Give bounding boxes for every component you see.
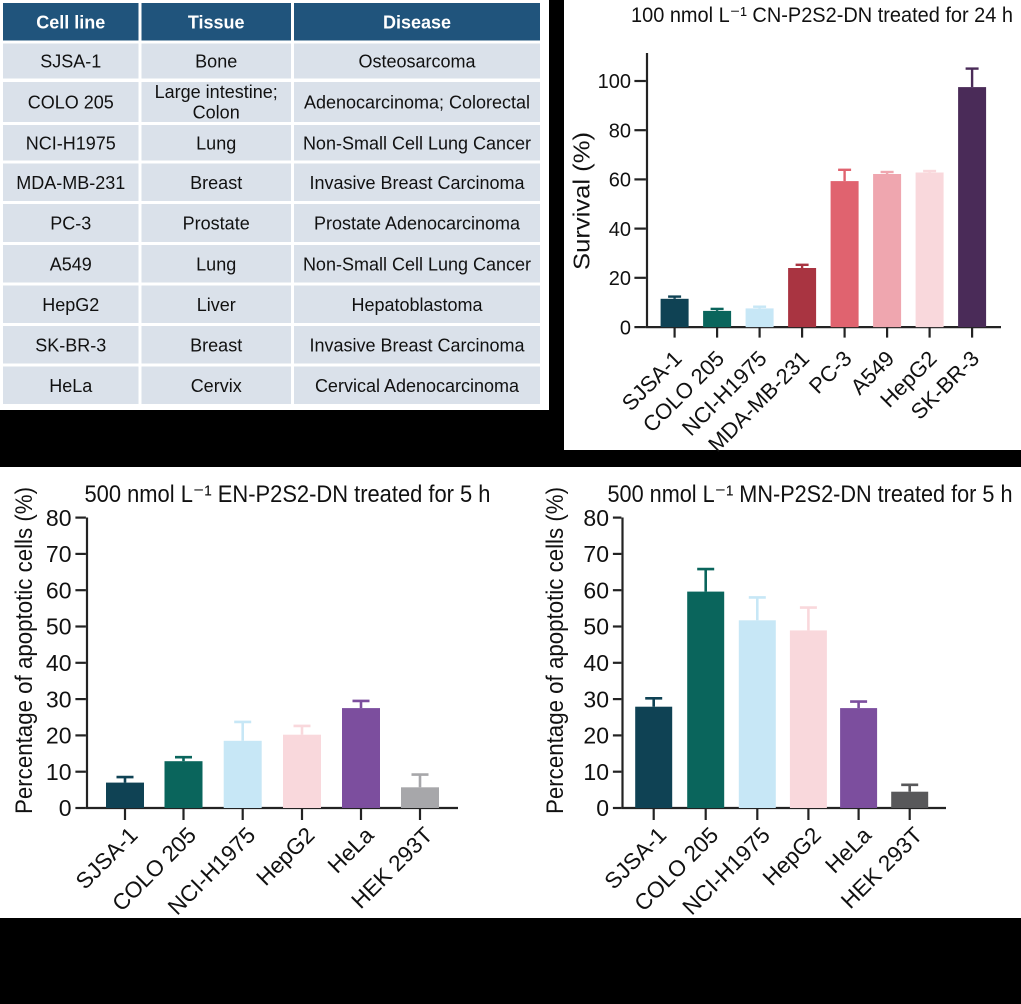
svg-text:Liver: Liver (197, 295, 236, 315)
svg-text:40: 40 (46, 650, 72, 676)
svg-text:Lung: Lung (196, 254, 236, 274)
svg-text:Breast: Breast (190, 335, 242, 355)
svg-text:0: 0 (620, 317, 631, 339)
svg-text:20: 20 (609, 268, 631, 290)
svg-text:Adenocarcinoma; Colorectal: Adenocarcinoma; Colorectal (304, 93, 530, 113)
svg-text:80: 80 (583, 505, 609, 531)
svg-text:Cervix: Cervix (191, 376, 242, 396)
svg-text:Non-Small Cell Lung Cancer: Non-Small Cell Lung Cancer (303, 133, 531, 153)
svg-text:50: 50 (46, 614, 72, 640)
svg-text:40: 40 (609, 219, 631, 241)
svg-text:Tissue: Tissue (188, 12, 245, 32)
svg-text:Cell line: Cell line (36, 12, 105, 32)
svg-text:Non-Small Cell Lung Cancer: Non-Small Cell Lung Cancer (303, 254, 531, 274)
svg-text:100 nmol L⁻¹ CN-P2S2-DN treate: 100 nmol L⁻¹ CN-P2S2-DN treated for 24 h (631, 3, 1013, 27)
svg-text:10: 10 (46, 759, 72, 785)
svg-text:HepG2: HepG2 (42, 295, 99, 315)
svg-text:MDA-MB-231: MDA-MB-231 (16, 173, 125, 193)
svg-text:HeLa: HeLa (49, 376, 93, 396)
svg-text:500 nmol L⁻¹ EN-P2S2-DN treate: 500 nmol L⁻¹ EN-P2S2-DN treated for 5 h (85, 481, 491, 508)
svg-text:70: 70 (46, 541, 72, 567)
svg-text:Osteosarcoma: Osteosarcoma (358, 52, 476, 72)
svg-text:60: 60 (609, 170, 631, 192)
svg-text:Disease: Disease (383, 12, 451, 32)
svg-text:500 nmol L⁻¹ MN-P2S2-DN treate: 500 nmol L⁻¹ MN-P2S2-DN treated for 5 h (608, 481, 1013, 508)
svg-text:Percentage of apoptotic cells: Percentage of apoptotic cells (%) (11, 487, 38, 814)
svg-text:SJSA-1: SJSA-1 (40, 52, 101, 72)
svg-text:PC-3: PC-3 (50, 214, 91, 234)
svg-text:Percentage of apoptotic cells: Percentage of apoptotic cells (%) (542, 487, 569, 814)
svg-text:Lung: Lung (196, 133, 236, 153)
svg-text:0: 0 (59, 795, 72, 821)
svg-text:0: 0 (596, 795, 609, 821)
svg-text:Prostate: Prostate (183, 214, 250, 234)
svg-text:Invasive Breast Carcinoma: Invasive Breast Carcinoma (309, 173, 525, 193)
svg-text:A549: A549 (50, 254, 92, 274)
svg-text:Invasive Breast Carcinoma: Invasive Breast Carcinoma (309, 335, 525, 355)
svg-text:Large intestine;: Large intestine; (155, 82, 278, 102)
svg-text:100: 100 (598, 71, 631, 93)
svg-text:NCI-H1975: NCI-H1975 (26, 133, 116, 153)
svg-text:SK-BR-3: SK-BR-3 (35, 335, 106, 355)
svg-text:Survival (%): Survival (%) (569, 132, 595, 270)
svg-text:Hepatoblastoma: Hepatoblastoma (351, 295, 483, 315)
svg-text:COLO 205: COLO 205 (28, 93, 114, 113)
svg-text:40: 40 (583, 650, 609, 676)
svg-text:50: 50 (583, 614, 609, 640)
svg-text:60: 60 (46, 577, 72, 603)
svg-text:Breast: Breast (190, 173, 242, 193)
svg-text:20: 20 (46, 723, 72, 749)
svg-text:70: 70 (583, 541, 609, 567)
svg-text:Cervical Adenocarcinoma: Cervical Adenocarcinoma (315, 376, 520, 396)
svg-text:Colon: Colon (193, 103, 240, 123)
svg-text:60: 60 (583, 577, 609, 603)
svg-text:30: 30 (583, 686, 609, 712)
svg-text:80: 80 (46, 505, 72, 531)
svg-text:10: 10 (583, 759, 609, 785)
svg-text:Bone: Bone (195, 52, 237, 72)
svg-text:20: 20 (583, 723, 609, 749)
svg-text:30: 30 (46, 686, 72, 712)
svg-text:Prostate Adenocarcinoma: Prostate Adenocarcinoma (314, 214, 521, 234)
svg-text:80: 80 (609, 120, 631, 142)
